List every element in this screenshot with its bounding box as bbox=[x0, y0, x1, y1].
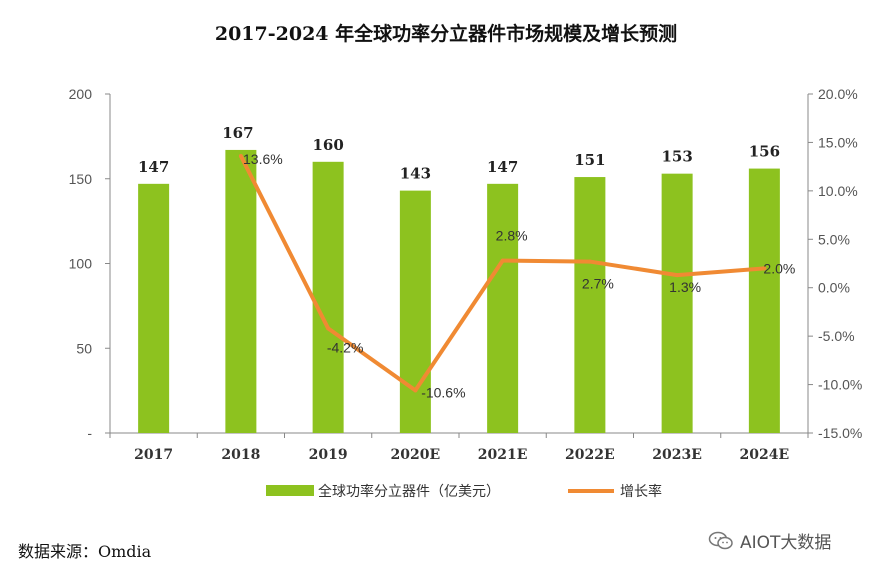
line-value-label: 2.0% bbox=[763, 260, 795, 276]
line-value-label: 1.3% bbox=[669, 279, 701, 295]
bar-2024E bbox=[748, 168, 780, 433]
y-left-tick-label: - bbox=[87, 425, 92, 441]
bar-2018 bbox=[225, 149, 257, 433]
legend-swatch-bar bbox=[266, 485, 314, 496]
bar-value-label: 143 bbox=[400, 165, 431, 183]
growth-rate-point-2019 bbox=[326, 326, 331, 331]
legend-label-line: 增长率 bbox=[620, 483, 662, 500]
line-value-label: 13.6% bbox=[243, 151, 283, 167]
y-right-tick-label: -15.0% bbox=[818, 425, 862, 441]
bar-2019 bbox=[312, 161, 344, 434]
y-right-tick-label: 15.0% bbox=[818, 134, 858, 150]
bar-value-label: 153 bbox=[661, 148, 692, 166]
y-left-tick-label: 100 bbox=[69, 256, 93, 272]
bar-2020E bbox=[399, 190, 431, 433]
chart-axes: - 50 100 150 200 -15.0% -10.0% -5.0% 0.0% 5.0% 10.… bbox=[69, 86, 863, 463]
bar-series bbox=[138, 149, 780, 434]
watermark: AIOT大数据 bbox=[708, 528, 831, 553]
legend-label-bar: 全球功率分立器件（亿美元） bbox=[318, 483, 500, 500]
bar-value-label: 151 bbox=[574, 151, 605, 169]
x-tick-label: 2021E bbox=[478, 447, 528, 463]
y-left-tick-label: 200 bbox=[69, 86, 93, 102]
y-right-tick-label: 20.0% bbox=[818, 86, 858, 102]
source-note: 数据来源：Omdia bbox=[18, 542, 152, 561]
bar-2022E bbox=[574, 177, 606, 433]
x-tick-label: 2019 bbox=[309, 447, 348, 463]
line-value-label: 2.7% bbox=[582, 276, 614, 292]
growth-rate-point-2020E bbox=[413, 388, 418, 393]
x-tick-label: 2020E bbox=[391, 447, 441, 463]
growth-rate-point-2021E bbox=[500, 258, 505, 263]
bar-value-label: 147 bbox=[487, 158, 518, 176]
legend: 全球功率分立器件（亿美元） 增长率 bbox=[266, 483, 662, 500]
data-labels: 147 167 160 143 147 151 153 156 13.6% -4.2% -10.6%… bbox=[138, 124, 795, 400]
bar-value-label: 160 bbox=[312, 136, 343, 154]
line-value-label: -10.6% bbox=[421, 384, 465, 400]
x-tick-label: 2022E bbox=[565, 447, 615, 463]
bar-2021E bbox=[487, 183, 519, 433]
line-value-label: -4.2% bbox=[327, 339, 364, 355]
y-right-tick-label: 10.0% bbox=[818, 183, 858, 199]
bar-value-label: 156 bbox=[749, 143, 780, 161]
bar-value-label: 147 bbox=[138, 158, 169, 176]
y-right-tick-label: -5.0% bbox=[818, 328, 855, 344]
y-left-tick-label: 150 bbox=[69, 171, 93, 187]
y-right-tick-label: 5.0% bbox=[818, 231, 850, 247]
y-left-tick-label: 50 bbox=[76, 340, 92, 356]
bar-2017 bbox=[138, 183, 170, 433]
x-tick-label: 2017 bbox=[134, 447, 173, 463]
growth-rate-point-2023E bbox=[675, 273, 680, 278]
growth-rate-point-2024E bbox=[762, 266, 767, 271]
chart-title: 2017-2024 年全球功率分立器件市场规模及增长预测 bbox=[215, 22, 677, 45]
y-right-tick-label: -10.0% bbox=[818, 377, 862, 393]
growth-rate-point-2018 bbox=[238, 153, 243, 158]
y-right-tick-label: 0.0% bbox=[818, 280, 850, 296]
x-tick-label: 2024E bbox=[740, 447, 790, 463]
wechat-icon bbox=[708, 531, 733, 549]
x-tick-label: 2023E bbox=[652, 447, 702, 463]
watermark-text: AIOT大数据 bbox=[740, 533, 832, 553]
line-value-label: 2.8% bbox=[496, 228, 528, 244]
bar-value-label: 167 bbox=[222, 124, 253, 142]
line-series bbox=[238, 153, 767, 393]
x-tick-label: 2018 bbox=[221, 447, 260, 463]
bar-2023E bbox=[661, 173, 693, 434]
growth-rate-point-2022E bbox=[587, 259, 592, 264]
